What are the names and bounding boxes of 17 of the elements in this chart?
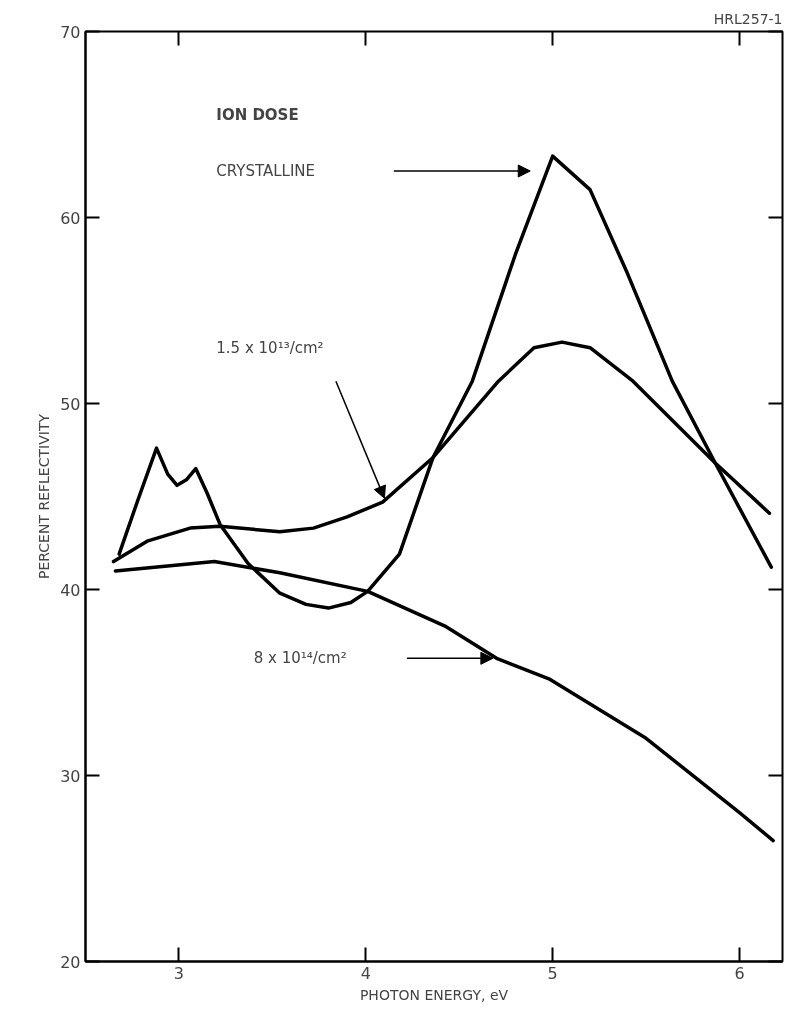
- y-tick-label: 20: [60, 952, 81, 972]
- y-tick-label: 70: [60, 22, 81, 42]
- x-tick-label: 6: [734, 963, 745, 983]
- y-tick-label: 40: [60, 580, 81, 600]
- y-tick-label: 60: [60, 208, 81, 228]
- y-axis-title: PERCENT REFLECTIVITY: [36, 413, 53, 579]
- annotation: 8 x 10¹⁴/cm²: [253, 649, 347, 668]
- x-tick-label: 3: [173, 963, 185, 983]
- x-tick-label: 5: [547, 963, 558, 983]
- text: HRL257-1: [713, 10, 783, 27]
- x-tick-label: 4: [360, 963, 371, 983]
- y-tick-label: 50: [60, 394, 81, 414]
- legend-title: ION DOSE: [216, 106, 299, 125]
- x-axis-title: PHOTON ENERGY, eV: [359, 986, 509, 1003]
- annotation: CRYSTALLINE: [216, 162, 316, 180]
- y-tick-label: 30: [60, 766, 81, 786]
- annotation: 1.5 x 10¹³/cm²: [216, 338, 324, 357]
